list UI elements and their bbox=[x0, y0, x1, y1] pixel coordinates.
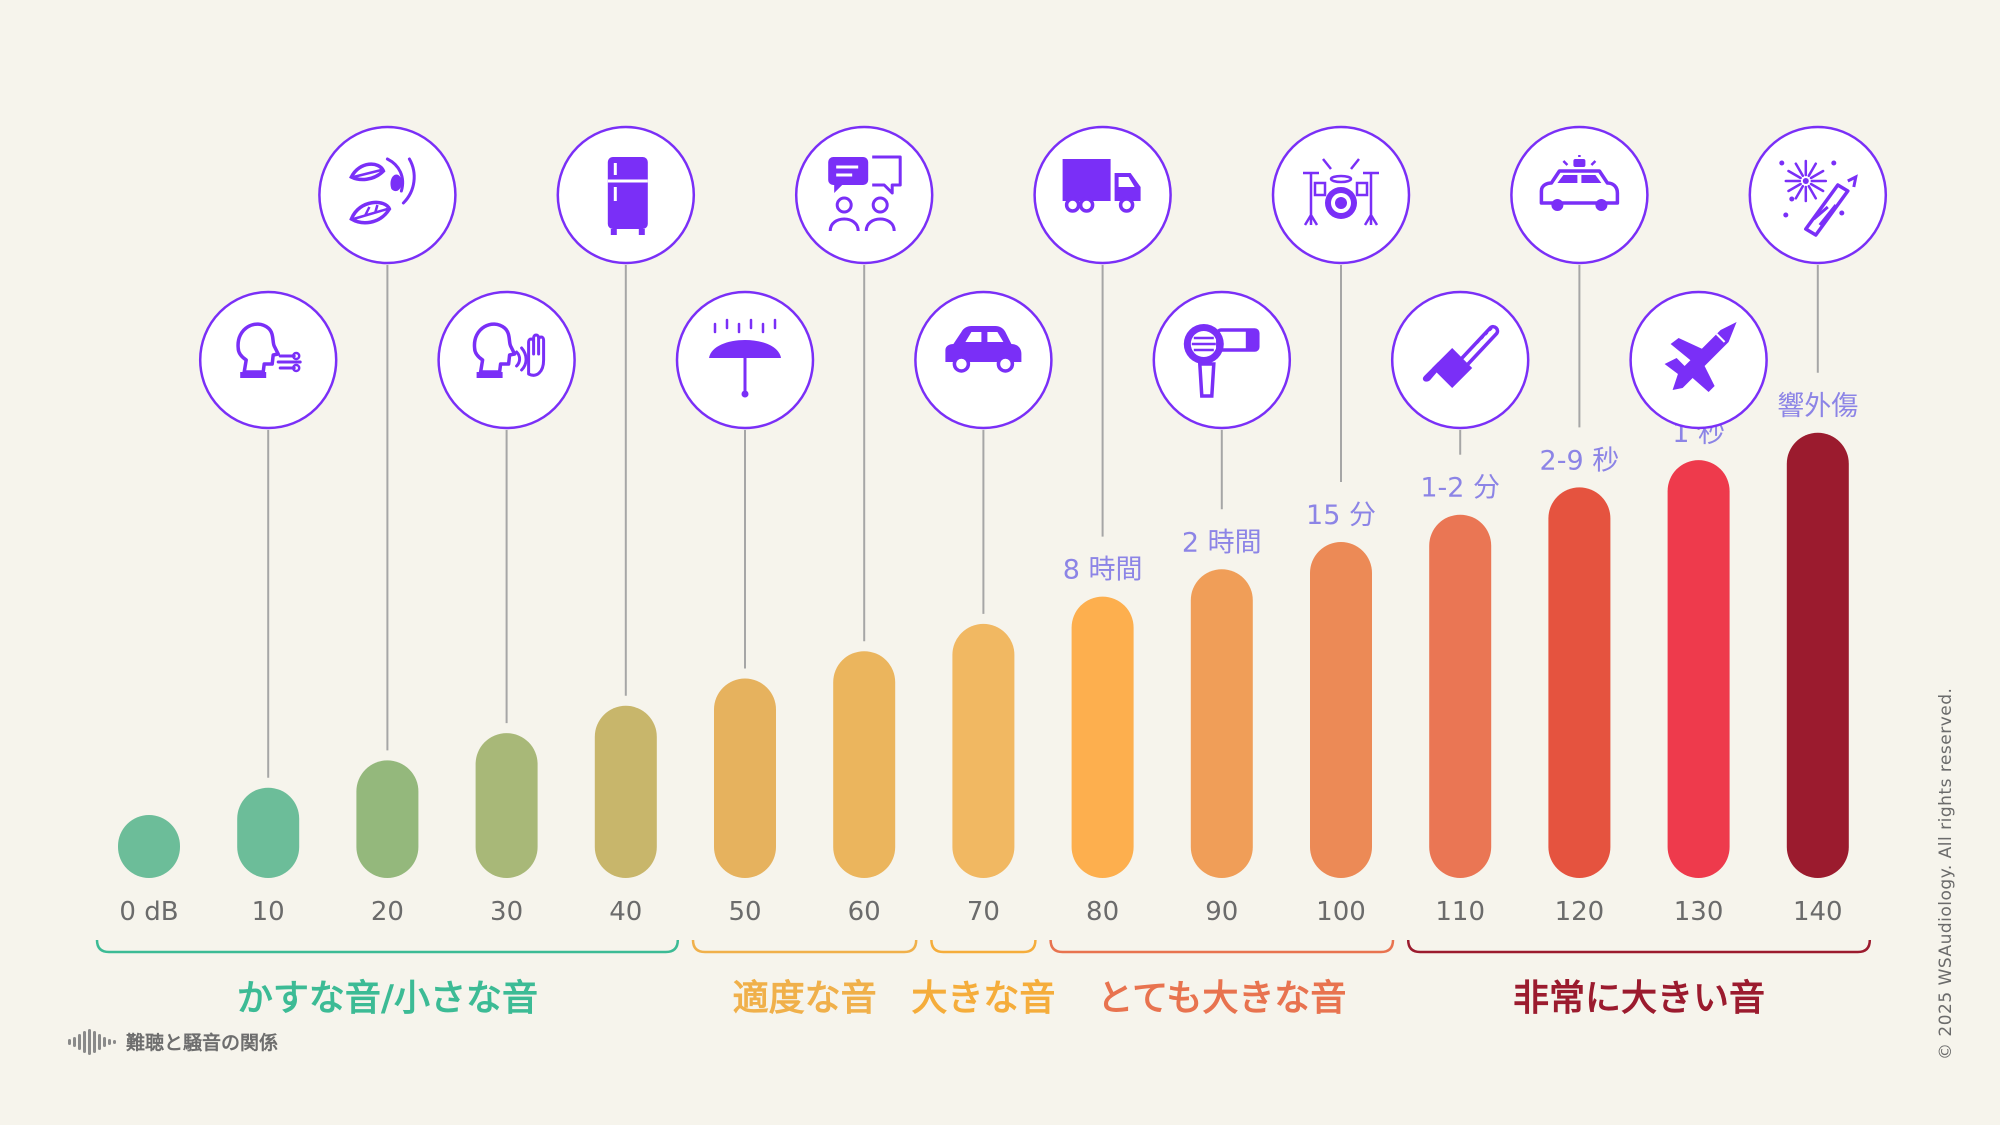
police-car-icon bbox=[1539, 155, 1620, 211]
tick-label: 90 bbox=[1205, 897, 1238, 927]
exposure-label: 2 時間 bbox=[1182, 527, 1262, 558]
soundwave-icon bbox=[68, 1028, 116, 1055]
truck-icon bbox=[1062, 159, 1141, 213]
copyright-notice: © 2025 WSAudiology. All rights reserved. bbox=[1936, 687, 1956, 1060]
chainsaw-icon bbox=[1422, 324, 1500, 388]
tick-label: 70 bbox=[967, 897, 1000, 927]
tick-label: 20 bbox=[371, 897, 404, 927]
tick-label: 110 bbox=[1435, 897, 1485, 927]
breathing-icon bbox=[236, 322, 302, 378]
group-bracket bbox=[1049, 939, 1395, 954]
group-label: とても大きな音 bbox=[1097, 978, 1346, 1019]
bar-7 bbox=[952, 623, 1015, 878]
exposure-label: 響外傷 bbox=[1777, 391, 1858, 422]
bar-12 bbox=[1548, 487, 1611, 878]
icon-circle bbox=[1152, 290, 1292, 430]
bar-14 bbox=[1786, 432, 1849, 878]
bar-5 bbox=[714, 678, 776, 878]
icon-circle bbox=[437, 290, 576, 430]
exposure-label: 15 分 bbox=[1306, 500, 1376, 531]
group-label: かすな音/小さな音 bbox=[237, 978, 538, 1019]
exposure-label: 8 時間 bbox=[1063, 555, 1143, 586]
brand: 難聴と騒音の関係 bbox=[68, 1028, 278, 1055]
hair-dryer-icon bbox=[1183, 324, 1260, 398]
exposure-label: 1-2 分 bbox=[1420, 473, 1500, 504]
drum-kit-icon bbox=[1303, 158, 1379, 226]
group-label: 非常に大きい音 bbox=[1513, 978, 1765, 1019]
tick-label: 30 bbox=[490, 897, 523, 927]
bars bbox=[118, 432, 1849, 878]
group-bracket bbox=[95, 939, 680, 954]
group-bracket bbox=[1406, 939, 1872, 954]
jet-plane-icon bbox=[1664, 322, 1737, 392]
whisper-icon bbox=[472, 322, 546, 378]
group-bracket bbox=[691, 939, 918, 954]
tick-label: 0 dB bbox=[119, 897, 178, 927]
tick-label: 50 bbox=[728, 897, 761, 927]
rustling-leaves-icon bbox=[349, 157, 416, 225]
exposure-label: 2-9 秒 bbox=[1540, 445, 1620, 476]
tick-label: 140 bbox=[1793, 897, 1843, 927]
group-label: 大きな音 bbox=[911, 978, 1055, 1019]
icon-circle bbox=[198, 290, 338, 430]
groups: かすな音/小さな音 適度な音 大きな音 とても大きな音 非常に大きい音 bbox=[95, 939, 1872, 1019]
bar-11 bbox=[1429, 514, 1492, 878]
car-icon bbox=[945, 326, 1022, 373]
bar-0 bbox=[118, 815, 180, 878]
conversation-icon bbox=[828, 155, 902, 232]
icon-circle bbox=[1748, 125, 1888, 265]
bar-13 bbox=[1667, 460, 1730, 878]
tick-label: 120 bbox=[1555, 897, 1605, 927]
tick-label: 100 bbox=[1316, 897, 1366, 927]
icon-circle bbox=[1510, 125, 1649, 265]
icons bbox=[198, 125, 1888, 430]
bar-8 bbox=[1071, 596, 1134, 878]
group-label: 適度な音 bbox=[733, 978, 877, 1019]
light-rain-icon bbox=[709, 318, 781, 398]
icon-circle bbox=[794, 125, 934, 265]
icon-circle bbox=[318, 125, 457, 265]
tick-label: 40 bbox=[609, 897, 642, 927]
tick-label: 10 bbox=[252, 897, 285, 927]
tick-label: 130 bbox=[1674, 897, 1724, 927]
bar-3 bbox=[475, 733, 538, 878]
bar-1 bbox=[237, 787, 300, 878]
bar-6 bbox=[833, 651, 896, 878]
group-bracket bbox=[930, 939, 1037, 954]
tick-label: 80 bbox=[1086, 897, 1119, 927]
bar-4 bbox=[594, 705, 657, 878]
brand-label: 難聴と騒音の関係 bbox=[126, 1032, 279, 1054]
fireworks-icon bbox=[1779, 159, 1858, 237]
tick-label: 60 bbox=[848, 897, 881, 927]
refrigerator-icon bbox=[607, 157, 648, 235]
bar-9 bbox=[1190, 569, 1253, 878]
bar-10 bbox=[1310, 542, 1372, 878]
bar-2 bbox=[356, 760, 419, 878]
